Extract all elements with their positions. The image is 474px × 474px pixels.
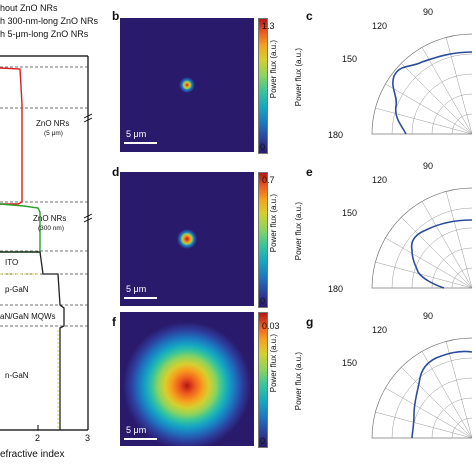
- layer-n-gan: n-GaN: [5, 371, 29, 380]
- layer-ito: ITO: [5, 258, 19, 267]
- polar-e-ylabel: Power flux (a.u.): [294, 202, 303, 261]
- layer-mqw: aN/GaN MQWs: [0, 312, 56, 321]
- polar-plot-g: [371, 337, 473, 439]
- layer-zno-5um-sub: (5 μm): [44, 130, 63, 137]
- polar-e-angle-120: 120: [372, 175, 388, 185]
- colorbar-label-b: Power flux (a.u.): [269, 40, 278, 99]
- polar-e-angle-180: 180: [328, 284, 344, 294]
- x-tick-3: 3: [85, 433, 91, 443]
- scale-label-d: 5 μm: [126, 284, 147, 294]
- legend-entry-5um: h 5-μm-long ZnO NRs: [0, 29, 89, 39]
- scale-label-f: 5 μm: [126, 425, 147, 435]
- layer-zno-300nm: ZnO NRs: [33, 214, 67, 223]
- scale-bar-d: [124, 297, 157, 299]
- polar-e-angle-90: 90: [423, 161, 434, 171]
- panel-letter-g: g: [306, 315, 314, 329]
- legend-entry-no-nrs: hout ZnO NRs: [0, 3, 58, 13]
- layer-zno-5um: ZnO NRs: [36, 119, 70, 128]
- scale-bar-b: [124, 142, 157, 144]
- colorbar-label-f: Power flux (a.u.): [269, 334, 278, 393]
- panel-letter-e: e: [306, 165, 313, 179]
- polar-e-angle-150: 150: [342, 208, 358, 218]
- polar-g-ylabel: Power flux (a.u.): [294, 352, 303, 411]
- polar-g-angle-90: 90: [423, 311, 434, 321]
- panel-letter-d: d: [112, 165, 120, 179]
- polar-c-angle-180: 180: [328, 130, 344, 140]
- layer-zno-300nm-sub: (300 nm): [38, 225, 65, 232]
- polar-c-angle-120: 120: [372, 21, 388, 31]
- panel-letter-f: f: [112, 315, 116, 329]
- colorbar-f: [258, 312, 268, 448]
- colorbar-min-b: 0: [260, 142, 266, 152]
- colorbar-max-d: 0.7: [262, 175, 275, 185]
- colorbar-label-d: Power flux (a.u.): [269, 194, 278, 253]
- colorbar-b: [258, 18, 268, 154]
- colorbar-max-b: 1.3: [262, 21, 275, 31]
- polar-g-angle-150: 150: [342, 358, 358, 368]
- panel-letter-c: c: [306, 9, 313, 23]
- x-axis-label: efractive index: [0, 449, 65, 460]
- power-flux-map-f: [120, 312, 254, 446]
- colorbar-d: [258, 172, 268, 308]
- refractive-index-profile: [0, 55, 93, 431]
- colorbar-min-d: 0: [260, 296, 266, 306]
- colorbar-max-f: 0.03: [262, 321, 280, 331]
- legend-entry-300nm: h 300-nm-long ZnO NRs: [0, 16, 99, 26]
- panel-letter-b: b: [112, 9, 120, 23]
- x-tick-2: 2: [35, 433, 41, 443]
- colorbar-min-f: 0: [260, 436, 266, 446]
- scale-label-b: 5 μm: [126, 129, 147, 139]
- layer-p-gan: p-GaN: [5, 285, 29, 294]
- polar-c-angle-90: 90: [423, 7, 434, 17]
- polar-plot-c: [371, 33, 473, 135]
- power-flux-map-b: [120, 18, 254, 152]
- polar-c-ylabel: Power flux (a.u.): [294, 48, 303, 107]
- scale-bar-f: [124, 438, 157, 440]
- power-flux-map-d: [120, 172, 254, 306]
- polar-plot-e: [371, 187, 473, 289]
- polar-g-angle-120: 120: [372, 325, 388, 335]
- polar-c-angle-150: 150: [342, 54, 358, 64]
